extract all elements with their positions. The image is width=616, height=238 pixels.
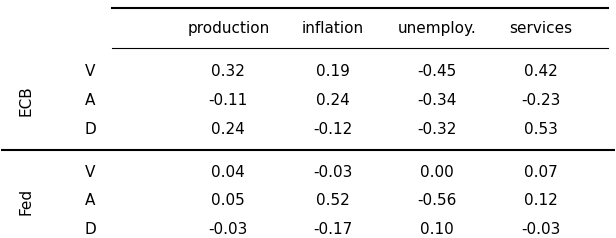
Text: D: D: [84, 122, 96, 137]
Text: services: services: [509, 21, 573, 36]
Text: 0.07: 0.07: [524, 165, 558, 180]
Text: -0.12: -0.12: [313, 122, 352, 137]
Text: -0.23: -0.23: [521, 93, 561, 108]
Text: 0.32: 0.32: [211, 64, 245, 79]
Text: 0.42: 0.42: [524, 64, 558, 79]
Text: 0.24: 0.24: [211, 122, 245, 137]
Text: 0.53: 0.53: [524, 122, 558, 137]
Text: -0.17: -0.17: [313, 222, 352, 237]
Text: -0.11: -0.11: [209, 93, 248, 108]
Text: 0.04: 0.04: [211, 165, 245, 180]
Text: -0.56: -0.56: [417, 193, 456, 208]
Text: 0.00: 0.00: [420, 165, 453, 180]
Text: Fed: Fed: [18, 187, 33, 214]
Text: unemploy.: unemploy.: [397, 21, 476, 36]
Text: D: D: [84, 222, 96, 237]
Text: 0.10: 0.10: [420, 222, 453, 237]
Text: -0.34: -0.34: [417, 93, 456, 108]
Text: 0.24: 0.24: [315, 93, 349, 108]
Text: production: production: [187, 21, 269, 36]
Text: A: A: [85, 93, 95, 108]
Text: -0.32: -0.32: [417, 122, 456, 137]
Text: -0.03: -0.03: [313, 165, 352, 180]
Text: -0.03: -0.03: [209, 222, 248, 237]
Text: inflation: inflation: [301, 21, 363, 36]
Text: A: A: [85, 193, 95, 208]
Text: 0.05: 0.05: [211, 193, 245, 208]
Text: V: V: [85, 64, 95, 79]
Text: ECB: ECB: [18, 85, 33, 116]
Text: 0.12: 0.12: [524, 193, 558, 208]
Text: -0.45: -0.45: [417, 64, 456, 79]
Text: -0.03: -0.03: [521, 222, 561, 237]
Text: V: V: [85, 165, 95, 180]
Text: 0.19: 0.19: [315, 64, 349, 79]
Text: 0.52: 0.52: [315, 193, 349, 208]
